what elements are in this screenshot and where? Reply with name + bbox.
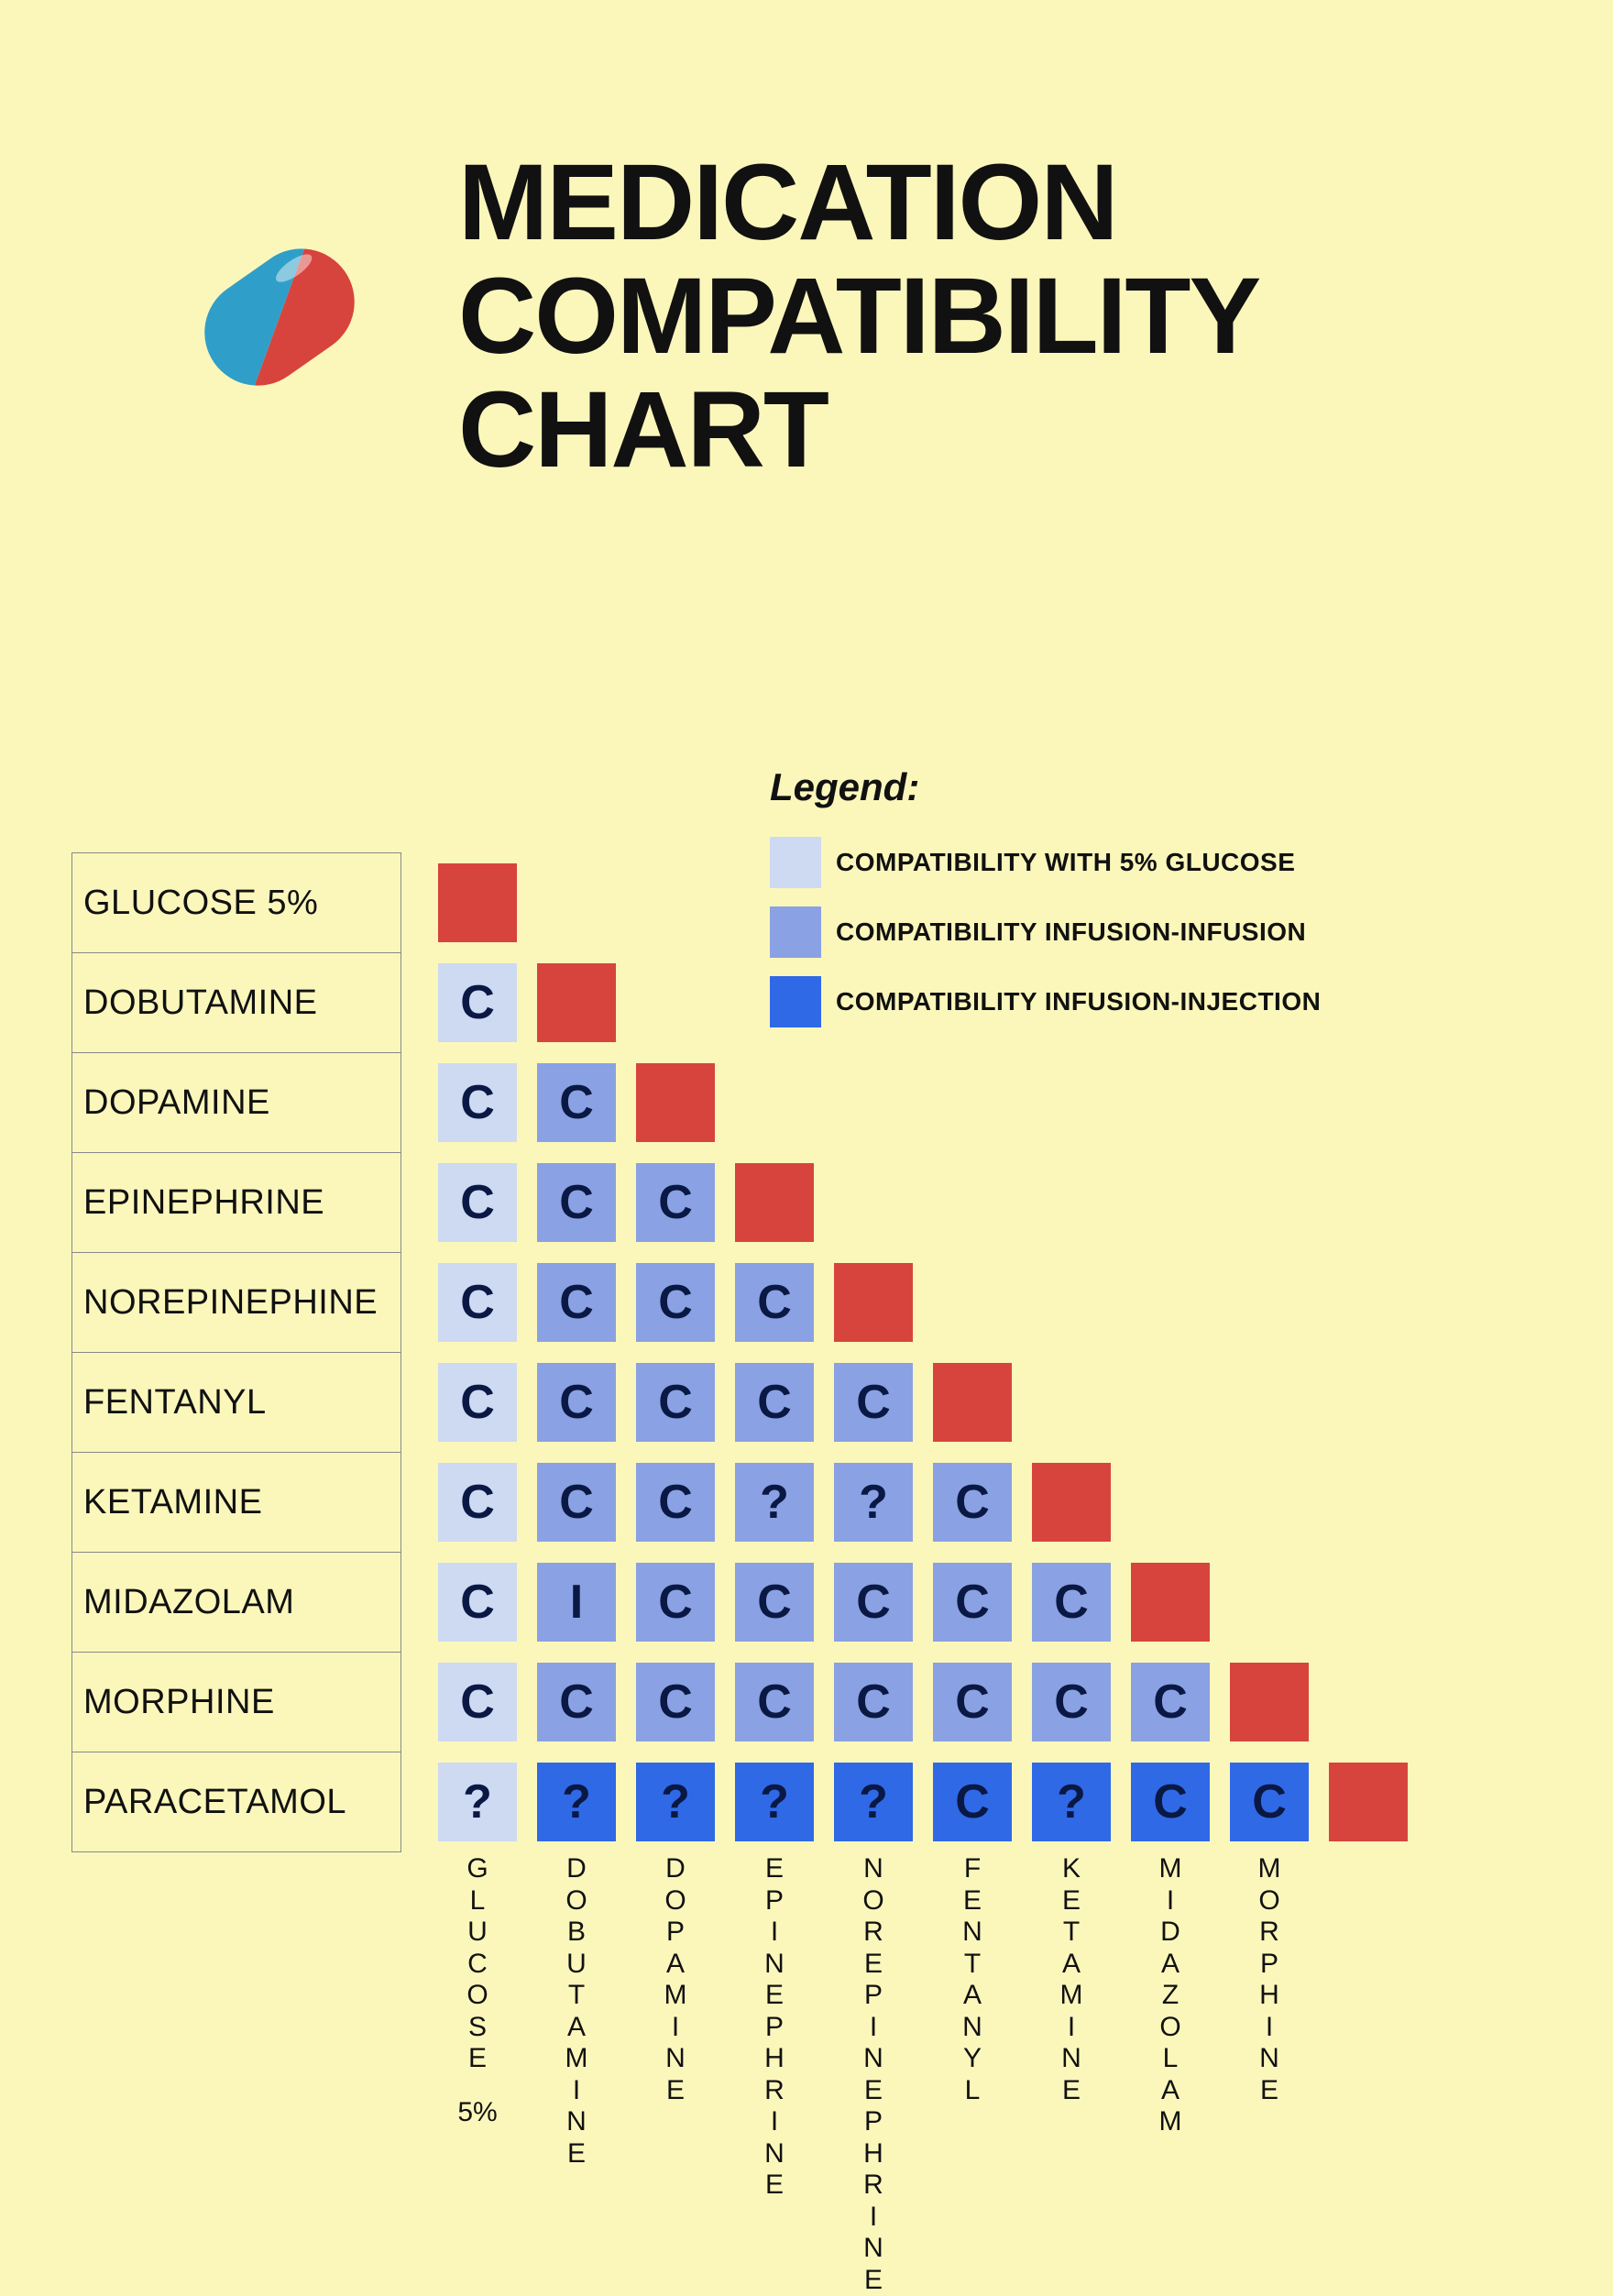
- column-label: NOREPINEPHRINE: [834, 1853, 913, 2296]
- compat-cell: C: [438, 1063, 517, 1142]
- row-label: DOBUTAMINE: [71, 953, 401, 1053]
- compat-cell: C: [537, 1463, 616, 1542]
- matrix-row: CCC??C: [438, 1452, 1408, 1552]
- row-label: PARACETAMOL: [71, 1752, 401, 1852]
- compat-cell: ?: [438, 1763, 517, 1841]
- compat-cell: C: [537, 1663, 616, 1741]
- self-cell: [735, 1163, 814, 1242]
- compat-cell: C: [1032, 1663, 1111, 1741]
- pill-icon: [147, 184, 412, 450]
- matrix-rows: CCCCCCCCCCCCCCCCCC??CCICCCCCCCCCCCCC????…: [438, 852, 1408, 1851]
- compat-cell: I: [537, 1563, 616, 1642]
- compat-cell: ?: [1032, 1763, 1111, 1841]
- matrix-row: [438, 852, 1408, 952]
- compat-cell: C: [636, 1663, 715, 1741]
- matrix-row: ?????C?CC: [438, 1752, 1408, 1851]
- column-label: KETAMINE: [1032, 1853, 1111, 2296]
- row-label: DOPAMINE: [71, 1053, 401, 1153]
- compat-cell: C: [735, 1663, 814, 1741]
- column-label: DOPAMINE: [636, 1853, 715, 2296]
- compat-cell: C: [933, 1463, 1012, 1542]
- compat-cell: C: [933, 1663, 1012, 1741]
- compat-cell: C: [636, 1463, 715, 1542]
- compat-cell: C: [1230, 1763, 1309, 1841]
- compatibility-chart: GLUCOSE 5%DOBUTAMINEDOPAMINEEPINEPHRINEN…: [71, 852, 1408, 1852]
- compat-cell: ?: [735, 1763, 814, 1841]
- compat-cell: ?: [834, 1763, 913, 1841]
- compat-cell: ?: [834, 1463, 913, 1542]
- matrix-row: CC: [438, 1052, 1408, 1152]
- self-cell: [537, 963, 616, 1042]
- compat-cell: C: [438, 963, 517, 1042]
- compat-cell: C: [1032, 1563, 1111, 1642]
- self-cell: [933, 1363, 1012, 1442]
- self-cell: [1329, 1763, 1408, 1841]
- matrix-row: CCC: [438, 1152, 1408, 1252]
- compat-cell: ?: [735, 1463, 814, 1542]
- matrix: CCCCCCCCCCCCCCCCCC??CCICCCCCCCCCCCCC????…: [438, 852, 1408, 1851]
- compat-cell: C: [636, 1363, 715, 1442]
- compat-cell: C: [933, 1563, 1012, 1642]
- self-cell: [834, 1263, 913, 1342]
- column-label: MIDAZOLAM: [1131, 1853, 1210, 2296]
- row-label: NOREPINEPHINE: [71, 1253, 401, 1353]
- compat-cell: C: [834, 1363, 913, 1442]
- matrix-row: CCCC: [438, 1252, 1408, 1352]
- compat-cell: C: [735, 1363, 814, 1442]
- compat-cell: C: [438, 1363, 517, 1442]
- compat-cell: ?: [537, 1763, 616, 1841]
- column-label: GLUCOSE5%: [438, 1853, 517, 2296]
- compat-cell: C: [537, 1263, 616, 1342]
- matrix-row: CCCCCCCC: [438, 1652, 1408, 1752]
- compat-cell: C: [438, 1263, 517, 1342]
- column-label: DOBUTAMINE: [537, 1853, 616, 2296]
- compat-cell: C: [537, 1163, 616, 1242]
- compat-cell: ?: [636, 1763, 715, 1841]
- self-cell: [1230, 1663, 1309, 1741]
- compat-cell: C: [636, 1163, 715, 1242]
- compat-cell: C: [438, 1463, 517, 1542]
- compat-cell: C: [636, 1563, 715, 1642]
- matrix-row: CICCCCC: [438, 1552, 1408, 1652]
- row-label: MORPHINE: [71, 1653, 401, 1752]
- legend-title: Legend:: [770, 765, 1321, 809]
- self-cell: [438, 863, 517, 942]
- row-label: EPINEPHRINE: [71, 1153, 401, 1253]
- row-label: FENTANYL: [71, 1353, 401, 1453]
- compat-cell: C: [1131, 1663, 1210, 1741]
- column-label: FENTANYL: [933, 1853, 1012, 2296]
- compat-cell: C: [834, 1563, 913, 1642]
- compat-cell: C: [438, 1563, 517, 1642]
- compat-cell: C: [438, 1163, 517, 1242]
- compat-cell: C: [537, 1063, 616, 1142]
- self-cell: [1032, 1463, 1111, 1542]
- matrix-row: CCCCC: [438, 1352, 1408, 1452]
- column-label: EPINEPHRINE: [735, 1853, 814, 2296]
- compat-cell: C: [933, 1763, 1012, 1841]
- compat-cell: C: [735, 1563, 814, 1642]
- row-label: GLUCOSE 5%: [71, 853, 401, 953]
- row-labels: GLUCOSE 5%DOBUTAMINEDOPAMINEEPINEPHRINEN…: [71, 852, 401, 1852]
- compat-cell: C: [1131, 1763, 1210, 1841]
- compat-cell: C: [636, 1263, 715, 1342]
- column-labels: GLUCOSE5% DOBUTAMINE DOPAMINE EPINEPHRINE NO…: [438, 1853, 1309, 2296]
- self-cell: [1131, 1563, 1210, 1642]
- compat-cell: C: [438, 1663, 517, 1741]
- compat-cell: C: [537, 1363, 616, 1442]
- header: MEDICATIONCOMPATIBILITYCHART: [147, 147, 1259, 488]
- row-label: KETAMINE: [71, 1453, 401, 1553]
- row-label: MIDAZOLAM: [71, 1553, 401, 1653]
- column-label: MORPHINE: [1230, 1853, 1309, 2296]
- compat-cell: C: [735, 1263, 814, 1342]
- self-cell: [636, 1063, 715, 1142]
- page-title: MEDICATIONCOMPATIBILITYCHART: [458, 147, 1259, 488]
- compat-cell: C: [834, 1663, 913, 1741]
- matrix-row: C: [438, 952, 1408, 1052]
